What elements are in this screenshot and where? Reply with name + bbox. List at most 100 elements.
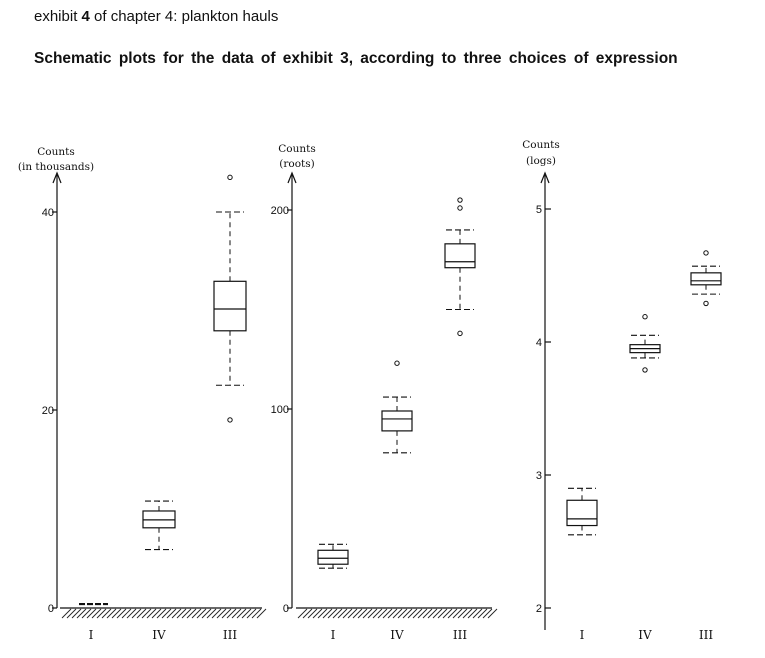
hatch-mark [472,608,483,619]
box-plot-IV [629,314,661,373]
y-axis-label: Counts [37,146,75,158]
hatch-mark [357,608,368,619]
hatch-mark [241,608,252,619]
hatch-mark [352,608,363,619]
hatch-mark [86,608,97,619]
hatch-mark [176,608,187,619]
hatch-mark [151,608,162,619]
hatch-mark [487,608,498,619]
hatch-mark [302,608,313,619]
hatch-mark [367,608,378,619]
category-label: IV [152,628,166,642]
hatch-mark [372,608,383,619]
hatch-mark [327,608,338,619]
hatch-mark [106,608,117,619]
hatch-mark [246,608,257,619]
hatch-mark [457,608,468,619]
category-label: IV [390,628,404,642]
box-iqr [690,272,722,286]
hatch-mark [116,608,127,619]
box-iqr [444,243,476,269]
hatch-mark [432,608,443,619]
y-tick-label: 3 [536,470,542,482]
hatch-mark [141,608,152,619]
hatch-mark [181,608,192,619]
hatch-mark [337,608,348,619]
exhibit-suffix: of chapter 4: plankton hauls [89,8,279,25]
box-plot-I [317,543,349,569]
hatch-mark [91,608,102,619]
hatch-mark [166,608,177,619]
hatch-mark [392,608,403,619]
outlier-point [457,205,463,211]
hatch-mark [402,608,413,619]
hatch-mark [377,608,388,619]
outlier-point [227,174,233,181]
hatch-mark [206,608,217,619]
hatch-mark [231,608,242,619]
box-plot-IV [142,500,176,551]
hatch-mark [307,608,318,619]
outlier-point [642,367,648,373]
hatch-mark [407,608,418,619]
outlier-point [642,314,648,320]
hatch-mark [467,608,478,619]
hatch-mark [171,608,182,619]
y-axis-label: (logs) [526,155,556,167]
hatch-mark [477,608,488,619]
hatch-mark [317,608,328,619]
category-label: III [453,628,467,642]
hatch-mark [347,608,358,619]
hatch-mark [81,608,92,619]
hatch-mark [196,608,207,619]
outlier-point [227,417,233,423]
hatch-mark [332,608,343,619]
hatch-mark [111,608,122,619]
hatch-mark [462,608,473,619]
y-axis-label: Counts [522,139,560,151]
hatch-mark [422,608,433,619]
category-label: IV [638,628,652,642]
hatch-mark [136,608,147,619]
box-plot-III [213,174,247,423]
hatch-mark [131,608,142,619]
hatch-mark [96,608,107,619]
category-label: I [580,628,585,642]
hatch-mark [387,608,398,619]
outlier-point [703,250,709,256]
outlier-point [457,197,463,203]
y-axis-arrow [540,171,550,184]
box-plot-III [690,250,722,307]
y-tick-label: 40 [42,207,54,219]
hatch-mark [186,608,197,619]
hatch-mark [121,608,132,619]
box-iqr [213,280,247,332]
hatch-mark [442,608,453,619]
outlier-point [457,330,463,337]
hatch-mark [412,608,423,619]
category-label: I [331,628,336,642]
plot-panel: Counts (logs) 2 3 4 5 I IV III [522,139,722,642]
y-tick-label: 100 [271,404,289,416]
y-tick-label: 200 [271,205,289,217]
exhibit-header: exhibit 4 of chapter 4: plankton hauls [34,8,278,25]
y-axis-label: (roots) [279,158,314,170]
box-plot-III [444,197,476,337]
hatch-mark [342,608,353,619]
y-tick-label: 20 [42,405,54,417]
y-tick-label: 0 [48,603,54,615]
figure-caption: Schematic plots for the data of exhibit … [34,50,678,67]
hatch-mark [126,608,137,619]
hatch-mark [297,608,308,619]
hatch-mark [312,608,323,619]
y-axis-arrow [287,171,297,184]
hatch-mark [191,608,202,619]
hatch-mark [427,608,438,619]
hatch-mark [251,608,262,619]
exhibit-number: 4 [81,8,90,25]
hatch-mark [437,608,448,619]
y-axis-label: Counts [278,143,316,155]
hatch-mark [76,608,87,619]
y-axis-label: (in thousands) [18,161,94,173]
